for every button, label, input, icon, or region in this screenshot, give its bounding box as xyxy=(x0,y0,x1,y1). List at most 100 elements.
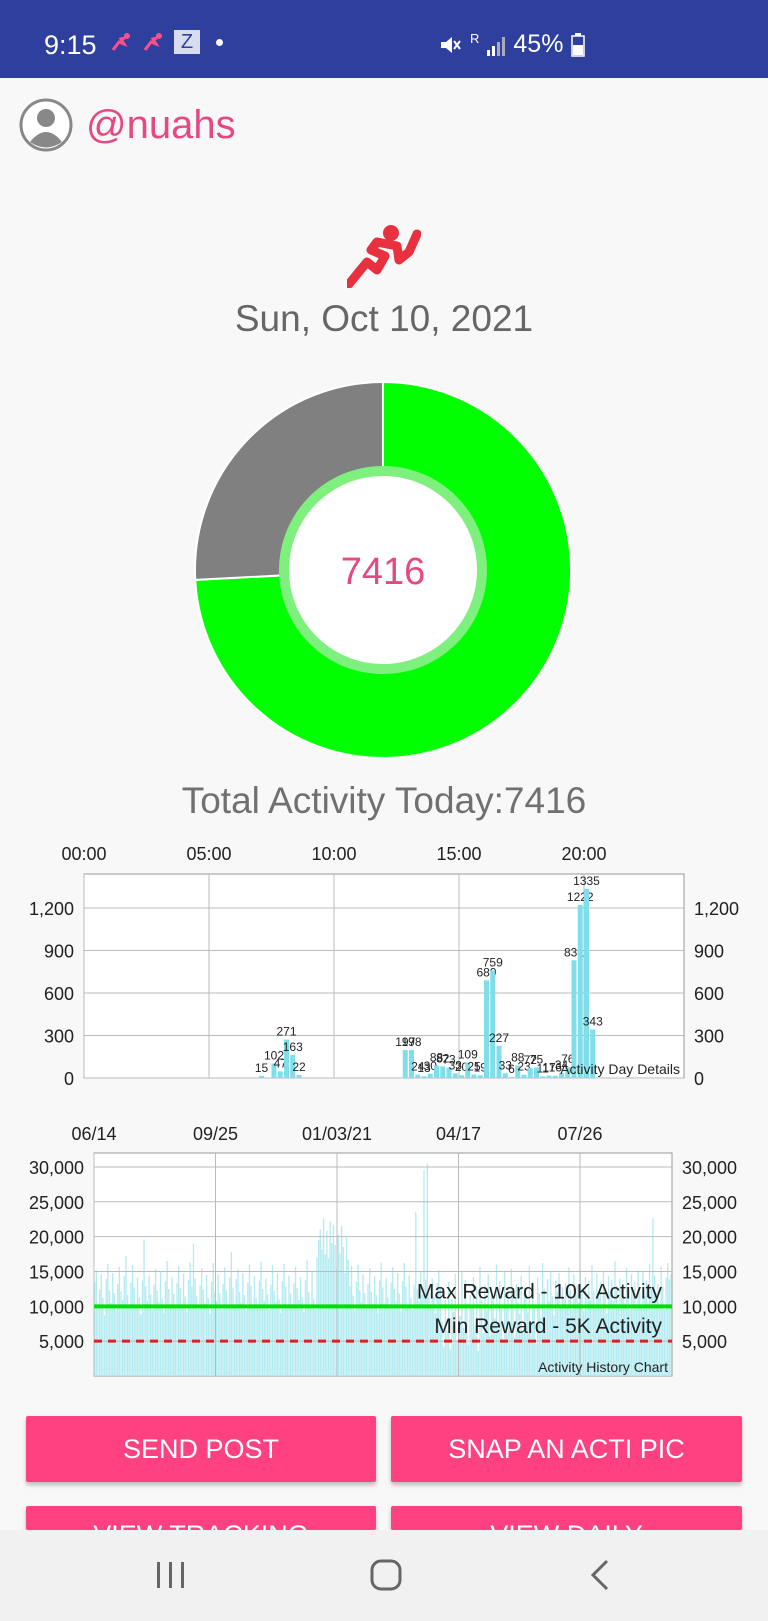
bar xyxy=(278,1299,280,1376)
back-icon[interactable] xyxy=(588,1558,612,1592)
bar xyxy=(614,1261,616,1376)
bar xyxy=(532,1282,534,1376)
bar xyxy=(586,1299,588,1376)
bar xyxy=(339,1253,341,1376)
bar xyxy=(341,1226,343,1376)
bar xyxy=(118,1266,121,1376)
bar xyxy=(214,1292,216,1376)
bar-value-label: 227 xyxy=(489,1031,509,1045)
bar xyxy=(477,1350,480,1376)
bar xyxy=(411,1309,414,1376)
y-tick-label-right: 30,000 xyxy=(682,1158,737,1178)
bar xyxy=(177,1265,180,1376)
bar xyxy=(357,1264,359,1376)
bar xyxy=(588,1281,590,1376)
bar xyxy=(390,1282,392,1376)
bar xyxy=(657,1284,659,1376)
bar xyxy=(479,1266,481,1376)
bar xyxy=(250,1286,252,1376)
bar xyxy=(443,1346,445,1376)
bar xyxy=(606,1313,608,1376)
bar xyxy=(566,1304,568,1376)
x-tick-label: 05:00 xyxy=(186,844,231,864)
y-tick-label-right: 15,000 xyxy=(682,1262,737,1282)
bar xyxy=(431,1278,433,1376)
bar xyxy=(522,1332,524,1376)
bar xyxy=(204,1303,206,1376)
bar xyxy=(480,1300,483,1376)
bar xyxy=(604,1289,606,1376)
bar xyxy=(569,1290,572,1376)
bar xyxy=(563,1298,565,1376)
x-tick-label: 01/03/21 xyxy=(302,1124,372,1144)
user-avatar-icon[interactable] xyxy=(18,97,74,153)
snap-pic-button[interactable]: SNAP AN ACTI PIC xyxy=(391,1416,742,1482)
bar xyxy=(402,1050,408,1078)
bar xyxy=(201,1267,203,1376)
bar xyxy=(258,1280,260,1376)
send-post-button[interactable]: SEND POST xyxy=(26,1416,376,1482)
bar xyxy=(663,1309,666,1376)
bar xyxy=(288,1275,290,1376)
bar xyxy=(517,1302,519,1376)
bar xyxy=(220,1310,223,1376)
bar xyxy=(242,1272,244,1376)
bar xyxy=(115,1311,117,1376)
bar xyxy=(248,1264,251,1376)
bar-value-label: 13 xyxy=(417,1061,431,1075)
bar xyxy=(624,1303,626,1376)
bar xyxy=(540,1076,546,1078)
bar xyxy=(184,1296,186,1376)
bar xyxy=(121,1300,124,1376)
bar xyxy=(589,1300,591,1376)
bar xyxy=(107,1263,109,1376)
bar xyxy=(327,1258,330,1376)
bar xyxy=(120,1291,122,1376)
bar xyxy=(202,1289,205,1376)
bar xyxy=(373,1276,376,1376)
bar xyxy=(508,1323,511,1376)
bar xyxy=(466,1303,468,1376)
bar xyxy=(352,1295,354,1376)
view-daily-button[interactable]: VIEW DAILY xyxy=(391,1506,742,1530)
profile-header[interactable]: @nuahs xyxy=(18,97,236,153)
bar xyxy=(558,1272,560,1376)
y-tick-label-right: 10,000 xyxy=(682,1297,737,1317)
bar xyxy=(192,1243,195,1376)
y-tick-label-right: 900 xyxy=(694,942,724,962)
bar xyxy=(670,1274,672,1376)
home-icon[interactable] xyxy=(369,1558,403,1592)
bar xyxy=(179,1288,181,1376)
bar xyxy=(502,1073,508,1078)
bar xyxy=(482,1333,484,1376)
bar xyxy=(439,1288,442,1376)
bar xyxy=(573,1274,575,1376)
y-tick-label-left: 600 xyxy=(44,984,74,1004)
bar xyxy=(395,1300,397,1376)
bar xyxy=(189,1262,191,1376)
recent-apps-icon[interactable] xyxy=(155,1558,187,1592)
bar xyxy=(627,1287,629,1376)
bar xyxy=(420,1272,422,1376)
bar xyxy=(141,1280,144,1376)
bar-value-label: 47 xyxy=(274,1056,288,1070)
bar xyxy=(472,1277,475,1376)
bar xyxy=(321,1249,323,1376)
bar xyxy=(349,1286,351,1376)
view-tracking-button[interactable]: VIEW TRACKING xyxy=(26,1506,376,1530)
bar-value-label: 16 xyxy=(549,1061,563,1075)
bar xyxy=(490,1289,493,1376)
bar xyxy=(490,970,496,1078)
bar xyxy=(191,1286,193,1376)
bar xyxy=(350,1265,353,1376)
bar xyxy=(126,1295,129,1376)
bar xyxy=(133,1287,135,1376)
bar xyxy=(629,1310,631,1376)
bar xyxy=(259,1075,264,1078)
bar xyxy=(303,1311,305,1376)
bar xyxy=(276,1273,279,1376)
bar xyxy=(512,1295,514,1376)
bar xyxy=(515,1284,517,1376)
bar-value-label: 30 xyxy=(424,1059,438,1073)
bar xyxy=(611,1279,613,1376)
